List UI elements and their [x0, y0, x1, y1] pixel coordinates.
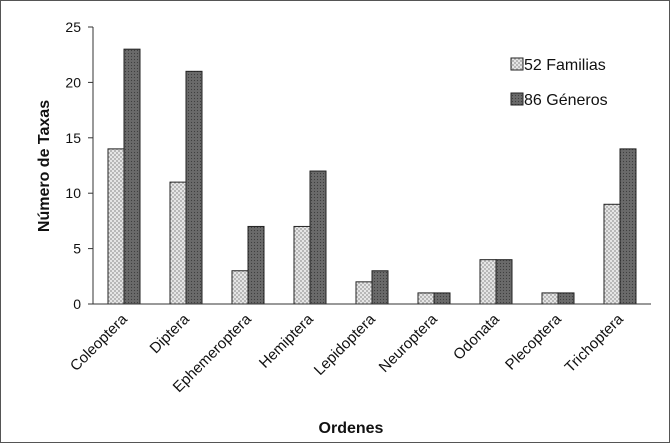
bar-familias	[541, 292, 559, 305]
legend-label-generos: 86 Géneros	[524, 92, 608, 109]
bar-generos	[619, 148, 637, 305]
x-tick-label: Diptera	[147, 310, 194, 357]
y-axis-ticks: 0 5 10 15 20 25	[65, 19, 93, 312]
bar-familias	[169, 181, 187, 305]
bar-generos	[557, 292, 575, 305]
y-axis-title: Número de Taxas	[36, 100, 53, 232]
legend-swatch-familias	[510, 57, 524, 71]
legend: 52 Familias 86 Géneros	[510, 57, 608, 109]
bar-generos	[433, 292, 451, 305]
bar-familias	[231, 270, 249, 305]
bar-familias	[603, 203, 621, 305]
bar-familias	[417, 292, 435, 305]
bar-familias	[479, 259, 497, 305]
bar-generos	[123, 48, 141, 305]
bar-generos	[371, 270, 389, 305]
bar-familias	[293, 225, 311, 305]
y-tick-label: 15	[65, 130, 81, 146]
y-tick-label: 10	[65, 185, 81, 201]
bar-generos	[247, 225, 265, 305]
bar-familias	[107, 148, 125, 305]
legend-label-familias: 52 Familias	[524, 57, 606, 74]
x-tick-label: Neuroptera	[376, 310, 442, 376]
bar-familias	[355, 281, 373, 305]
x-tick-label: Coleoptera	[67, 310, 131, 374]
x-tick-label: Trichoptera	[562, 310, 628, 376]
y-tick-label: 20	[65, 74, 81, 90]
x-tick-label: Odonata	[450, 310, 503, 363]
bar-generos	[309, 170, 327, 305]
bars	[107, 48, 637, 305]
legend-swatch-generos	[510, 92, 524, 106]
y-tick-label: 0	[73, 296, 81, 312]
x-axis-title: Ordenes	[319, 420, 384, 437]
y-tick-label: 25	[65, 19, 81, 35]
x-tick-label: Lepidoptera	[311, 310, 380, 379]
bar-generos	[185, 70, 203, 305]
x-tick-label: Plecoptera	[502, 310, 565, 373]
bar-generos	[495, 259, 513, 305]
y-tick-label: 5	[73, 241, 81, 257]
x-tick-label: Hemiptera	[256, 310, 317, 371]
